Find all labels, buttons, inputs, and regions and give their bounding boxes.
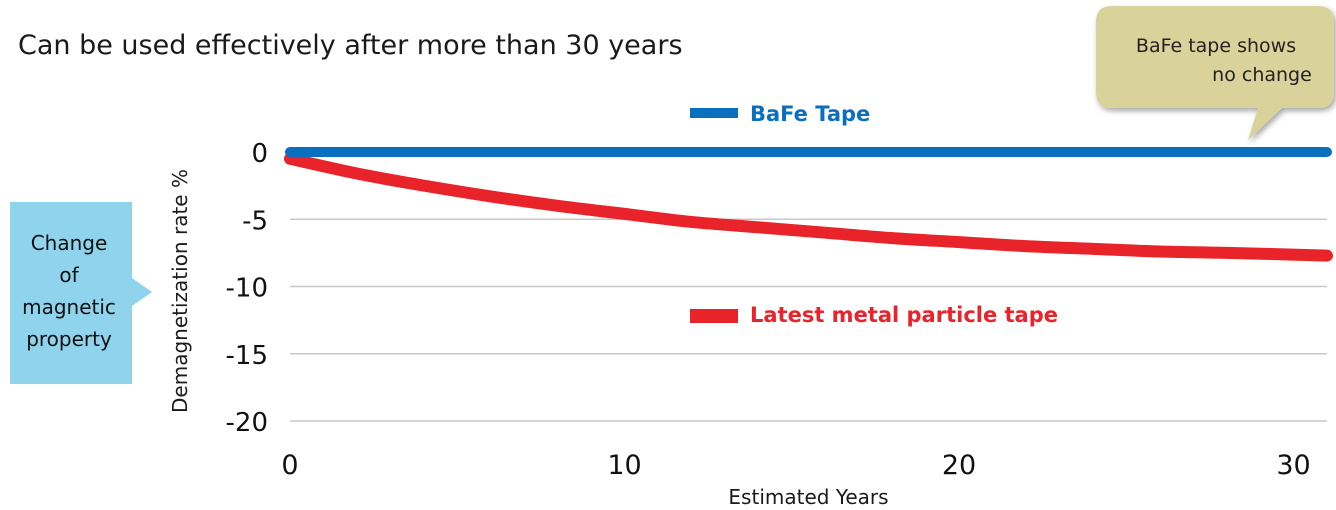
legend-swatch-metal-particle xyxy=(690,309,738,323)
y-axis-label: Demagnetization rate % xyxy=(168,169,192,413)
callout-box-text: property xyxy=(26,327,112,351)
x-tick-label: 30 xyxy=(1276,450,1310,481)
x-tick-label: 20 xyxy=(942,450,976,481)
x-tick-label: 0 xyxy=(281,450,298,481)
callouts: BaFe tape shows no change Change of magnetic… xyxy=(10,6,1334,384)
y-tick-label: -20 xyxy=(226,408,268,438)
callout-box-change xyxy=(10,202,152,384)
callout-bubble-text: no change xyxy=(1212,64,1312,86)
legend-label-bafe: BaFe Tape xyxy=(750,102,870,126)
x-axis-label: Estimated Years xyxy=(728,485,888,509)
series-line-metal-particle xyxy=(284,152,1333,262)
callout-box-text: Change xyxy=(31,231,108,255)
axis-labels: Estimated Years Demagnetization rate % xyxy=(168,169,889,509)
callout-bubble-text: BaFe tape shows xyxy=(1136,35,1296,57)
y-tick-label: -10 xyxy=(226,274,268,304)
callout-box-text: of xyxy=(59,263,79,287)
legend: BaFe Tape Latest metal particle tape xyxy=(690,102,1058,327)
grid-lines xyxy=(290,218,1327,422)
chart-subtitle: Can be used effectively after more than … xyxy=(18,30,683,61)
x-tick-label: 10 xyxy=(607,450,641,481)
legend-label-metal-particle: Latest metal particle tape xyxy=(750,303,1058,327)
legend-swatch-bafe xyxy=(690,108,738,118)
series-lines xyxy=(284,147,1333,262)
callout-bubble-bafe xyxy=(1096,6,1334,140)
y-tick-label: 0 xyxy=(251,139,268,169)
y-tick-label: -5 xyxy=(242,206,268,236)
y-tick-label: -15 xyxy=(226,341,268,371)
tick-labels: 0 -5 -10 -15 -20 0 10 20 30 xyxy=(226,139,1311,481)
callout-box-text: magnetic xyxy=(22,295,116,319)
